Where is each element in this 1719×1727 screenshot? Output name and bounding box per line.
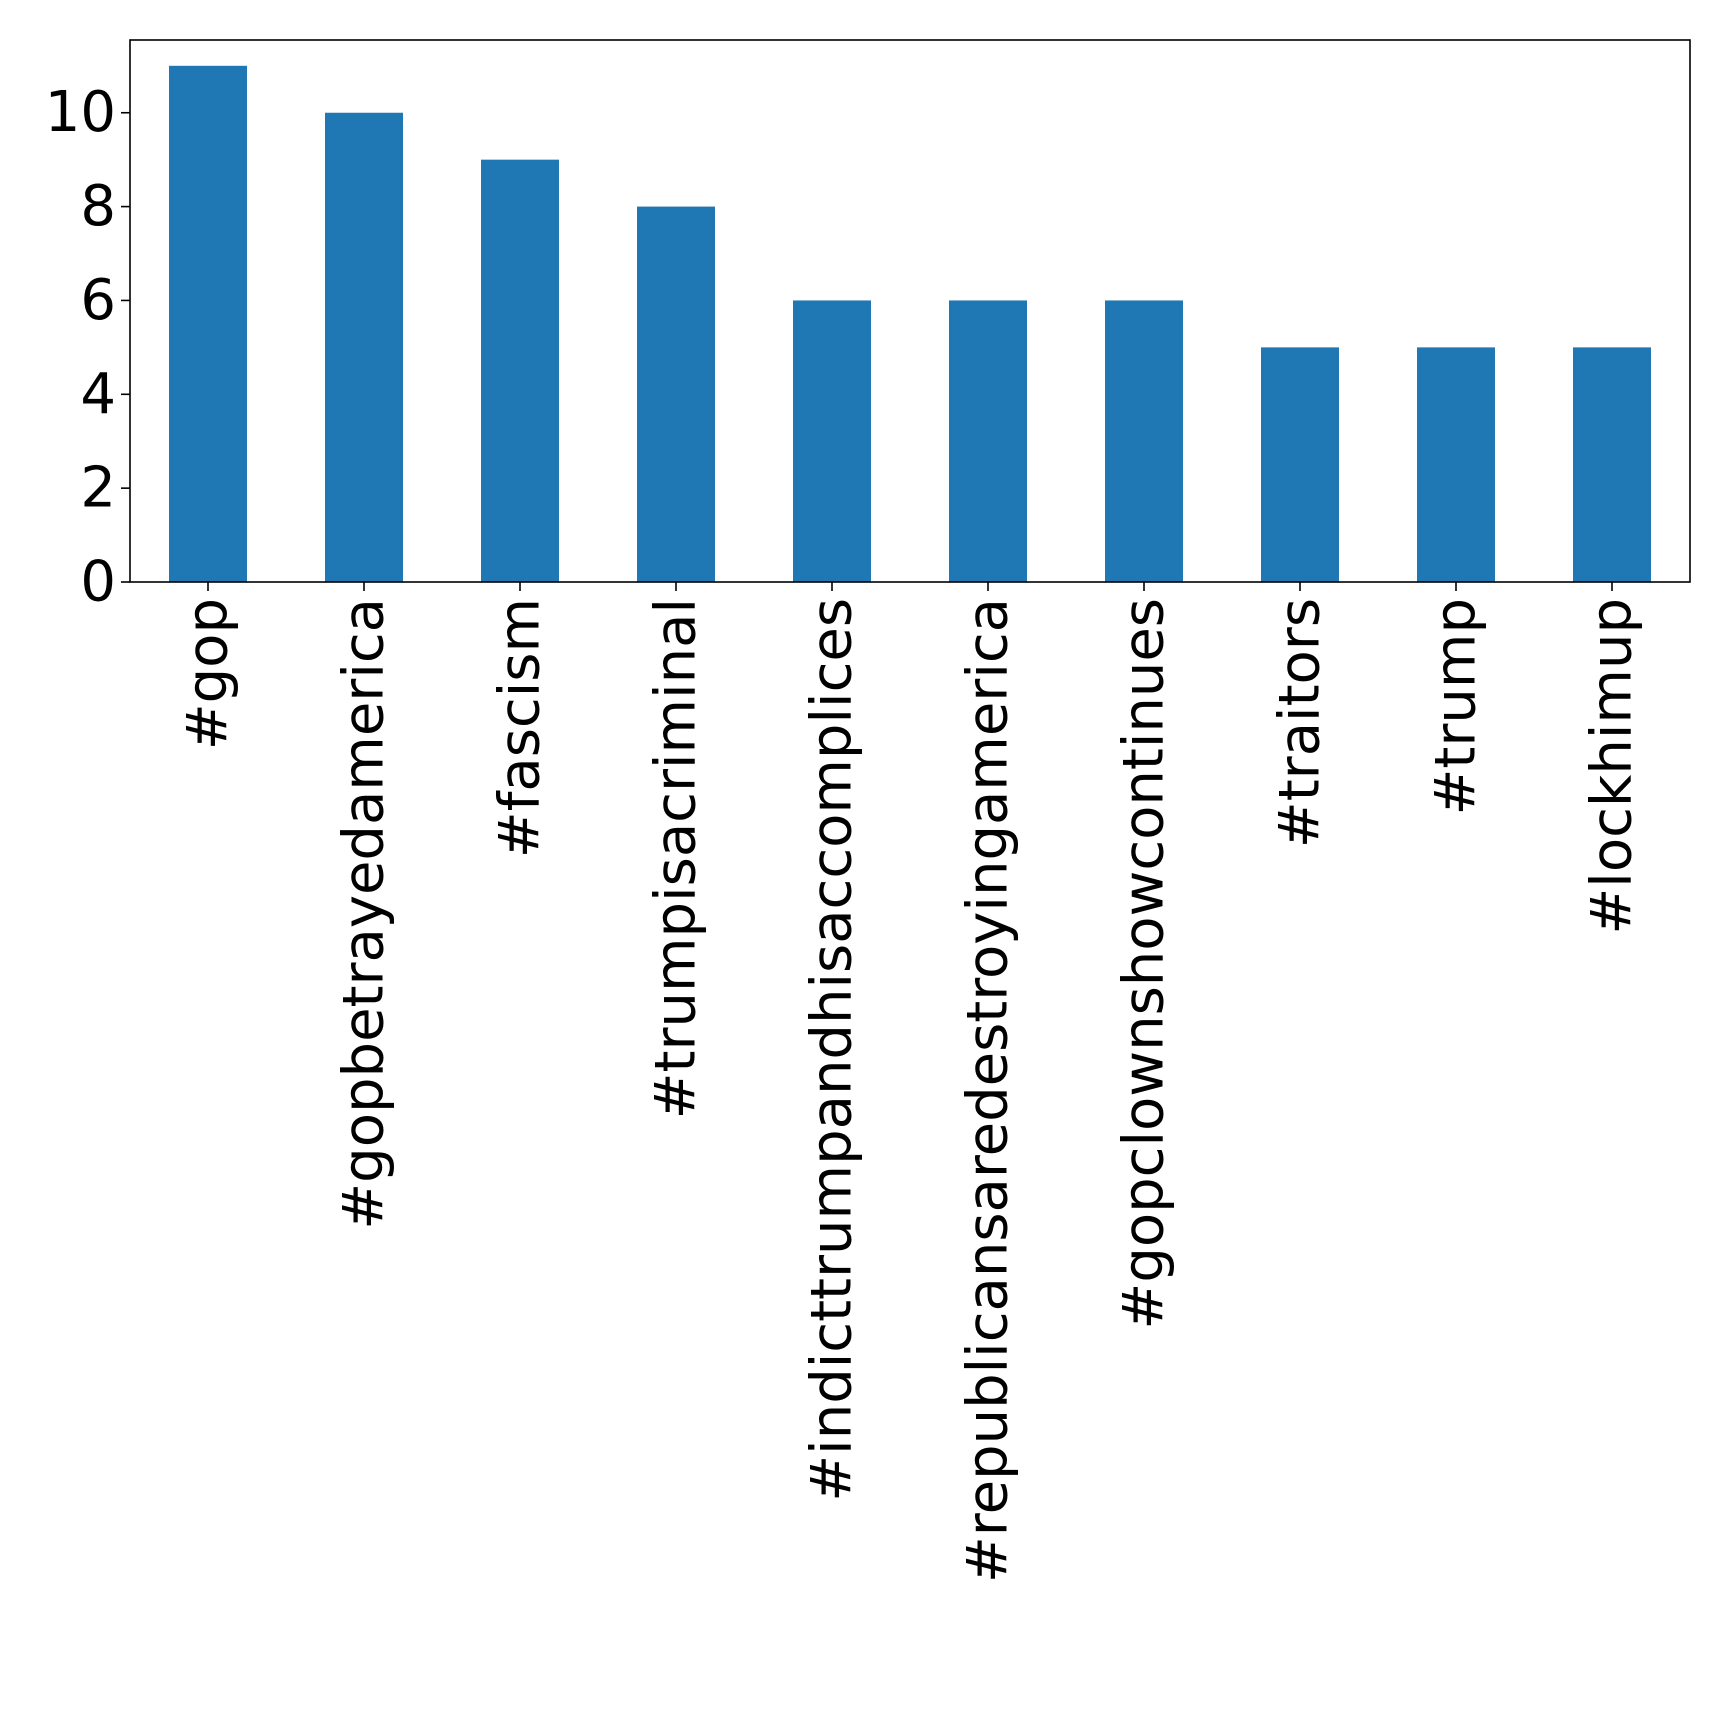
y-tick-label-0: 0 xyxy=(80,550,116,615)
x-tick-label-2: #fascism xyxy=(488,598,553,858)
x-axis-ticks: #gop #gopbetrayedamerica #fascism #trumpisa… xyxy=(176,582,1645,1583)
bar-9 xyxy=(1573,347,1651,582)
x-tick-label-0: #gop xyxy=(176,598,241,750)
y-tick-label-5: 10 xyxy=(45,80,116,145)
y-tick-label-1: 2 xyxy=(80,456,116,521)
x-tick-label-9: #lockhimup xyxy=(1580,598,1645,935)
bar-7 xyxy=(1261,347,1339,582)
x-tick-label-3: #trumpisacriminal xyxy=(644,598,709,1119)
y-tick-label-2: 4 xyxy=(80,362,116,427)
x-tick-label-8: #trump xyxy=(1424,598,1489,816)
x-tick-label-4: #indicttrumpandhisaccomplices xyxy=(800,598,865,1502)
bars-group xyxy=(169,65,1651,583)
bar-1 xyxy=(325,112,403,582)
bar-6 xyxy=(1105,300,1183,582)
y-tick-label-3: 6 xyxy=(80,268,116,333)
y-tick-label-4: 8 xyxy=(80,174,116,239)
plot-area-frame xyxy=(129,39,1691,583)
y-axis-ticks: 0 2 4 6 8 10 xyxy=(45,80,130,615)
bar-4 xyxy=(793,300,871,582)
bar-5 xyxy=(949,300,1027,582)
bar-8 xyxy=(1417,347,1495,582)
bar-3 xyxy=(637,206,715,582)
bar-2 xyxy=(481,159,559,582)
x-tick-label-7: #traitors xyxy=(1268,598,1333,848)
bar-0 xyxy=(169,65,247,583)
x-tick-label-5: #republicansaredestroyingamerica xyxy=(956,598,1021,1583)
x-tick-label-6: #gopclownshowcontinues xyxy=(1112,598,1177,1330)
x-tick-label-1: #gopbetrayedamerica xyxy=(332,598,397,1230)
